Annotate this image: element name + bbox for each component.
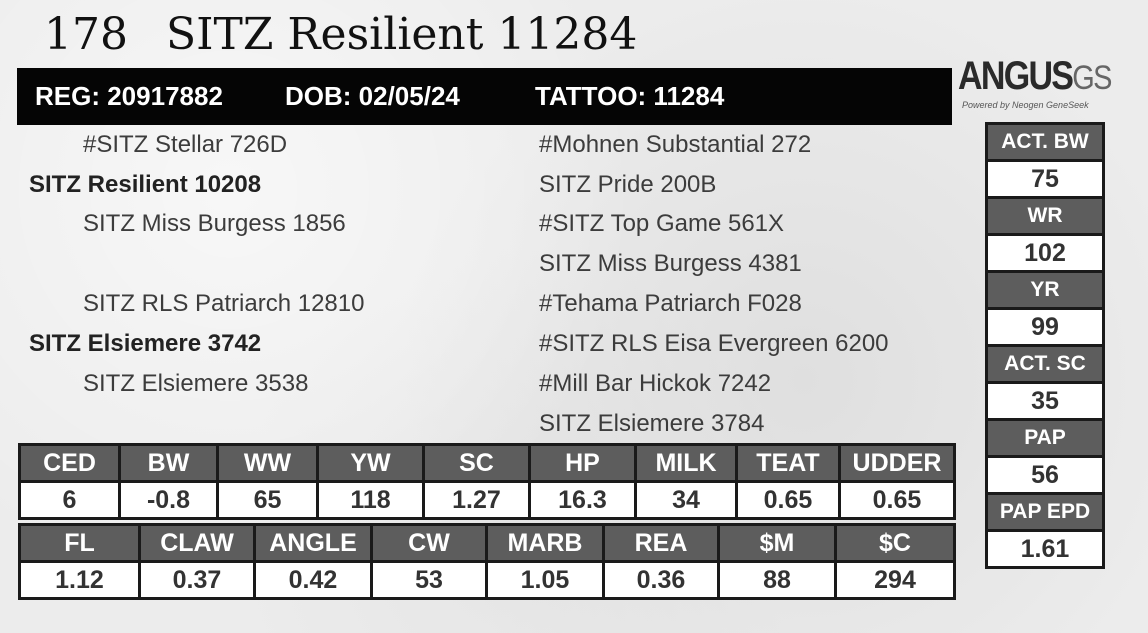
epd-table-1: CED BW WW YW SC HP MILK TEAT UDDER 6 -0.…	[18, 443, 956, 520]
epd-table-2: FL CLAW ANGLE CW MARB REA $M $C 1.12 0.3…	[18, 523, 956, 600]
epd-value: 0.65	[735, 480, 841, 520]
stat-label-pap: PAP	[985, 418, 1105, 458]
epd-header: $C	[834, 523, 956, 563]
pedigree-far-8: SITZ Elsiemere 3784	[539, 410, 765, 437]
stat-label-act-bw: ACT. BW	[985, 122, 1105, 162]
stat-value-wr: 102	[985, 233, 1105, 273]
pedigree-sire-sire: #SITZ Stellar 726D	[83, 131, 288, 158]
logo-tagline: Powered by Neogen GeneSeek	[962, 100, 1089, 110]
stat-value-pap: 56	[985, 455, 1105, 495]
header-bar: REG: 20917882 DOB: 02/05/24 TATTOO: 1128…	[17, 68, 952, 125]
side-stats: ACT. BW 75 WR 102 YR 99 ACT. SC 35 PAP 5…	[985, 122, 1105, 569]
epd-value: 65	[216, 480, 319, 520]
tattoo: TATTOO: 11284	[535, 81, 725, 111]
epd-header: WW	[216, 443, 319, 483]
epd-header: HP	[528, 443, 637, 483]
epd-value-row: 1.12 0.37 0.42 53 1.05 0.36 88 294	[18, 560, 956, 600]
pedigree-dam-dam: SITZ Elsiemere 3538	[83, 370, 309, 397]
epd-header-row: CED BW WW YW SC HP MILK TEAT UDDER	[18, 443, 956, 483]
epd-header: ANGLE	[253, 523, 373, 563]
epd-value: 0.36	[602, 560, 720, 600]
epd-value: 118	[316, 480, 425, 520]
epd-value: -0.8	[118, 480, 219, 520]
stat-value-yr: 99	[985, 307, 1105, 347]
epd-header: CED	[18, 443, 121, 483]
lot-title: 178 SITZ Resilient 11284	[44, 6, 637, 64]
pedigree-far-1: #Mohnen Substantial 272	[539, 131, 812, 158]
logo-suffix: GS	[1072, 59, 1112, 97]
pedigree-far-3: #SITZ Top Game 561X	[539, 210, 785, 237]
epd-value: 34	[634, 480, 738, 520]
epd-value: 6	[18, 480, 121, 520]
pedigree-sire: SITZ Resilient 10208	[29, 171, 262, 198]
epd-value: 0.37	[138, 560, 256, 600]
dob: DOB: 02/05/24	[285, 81, 460, 111]
epd-value: 53	[370, 560, 488, 600]
epd-header: YW	[316, 443, 425, 483]
epd-value: 1.05	[485, 560, 605, 600]
epd-value: 88	[717, 560, 837, 600]
lot-number: 178	[44, 9, 128, 60]
epd-header: CW	[370, 523, 488, 563]
epd-header: UDDER	[838, 443, 956, 483]
epd-header: REA	[602, 523, 720, 563]
epd-value: 16.3	[528, 480, 637, 520]
epd-value: 0.42	[253, 560, 373, 600]
stat-label-act-sc: ACT. SC	[985, 344, 1105, 384]
stat-label-wr: WR	[985, 196, 1105, 236]
pedigree-dam: SITZ Elsiemere 3742	[29, 330, 262, 357]
pedigree-dam-sire: SITZ RLS Patriarch 12810	[83, 290, 365, 317]
epd-header-row: FL CLAW ANGLE CW MARB REA $M $C	[18, 523, 956, 563]
epd-header: CLAW	[138, 523, 256, 563]
angus-gs-logo: ANGUSGS Powered by Neogen GeneSeek	[958, 54, 1138, 116]
epd-header: BW	[118, 443, 219, 483]
stat-label-yr: YR	[985, 270, 1105, 310]
epd-header: TEAT	[735, 443, 841, 483]
stat-value-act-bw: 75	[985, 159, 1105, 199]
epd-value: 1.12	[18, 560, 141, 600]
pedigree-far-4: SITZ Miss Burgess 4381	[539, 250, 802, 277]
epd-value: 0.65	[838, 480, 956, 520]
pedigree-sire-dam: SITZ Miss Burgess 1856	[83, 210, 346, 237]
epd-header: MARB	[485, 523, 605, 563]
pedigree-far-7: #Mill Bar Hickok 7242	[539, 370, 772, 397]
pedigree-far-6: #SITZ RLS Eisa Evergreen 6200	[539, 330, 889, 357]
animal-name: SITZ Resilient 11284	[166, 9, 638, 60]
reg-number: REG: 20917882	[35, 81, 223, 111]
stat-value-pap-epd: 1.61	[985, 529, 1105, 569]
logo-word: ANGUS	[958, 54, 1074, 98]
epd-header: SC	[422, 443, 531, 483]
epd-header: MILK	[634, 443, 738, 483]
epd-value: 294	[834, 560, 956, 600]
epd-header: $M	[717, 523, 837, 563]
stat-value-act-sc: 35	[985, 381, 1105, 421]
epd-value: 1.27	[422, 480, 531, 520]
epd-header: FL	[18, 523, 141, 563]
stat-label-pap-epd: PAP EPD	[985, 492, 1105, 532]
pedigree-far-5: #Tehama Patriarch F028	[539, 290, 802, 317]
pedigree-far-2: SITZ Pride 200B	[539, 171, 717, 198]
epd-value-row: 6 -0.8 65 118 1.27 16.3 34 0.65 0.65	[18, 480, 956, 520]
